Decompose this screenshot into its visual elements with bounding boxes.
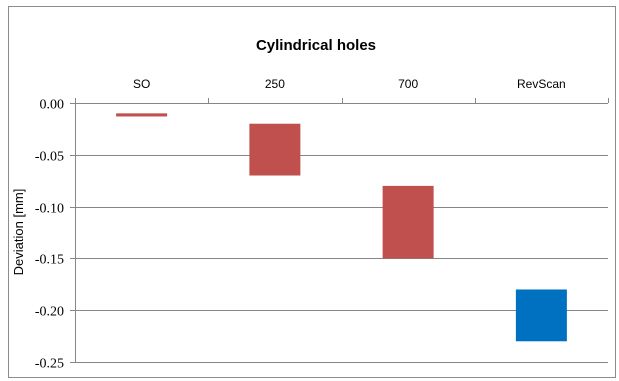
category-label: SO [133,77,150,91]
category-label: 250 [265,77,285,91]
y-tick-label: -0.15 [35,253,64,268]
bar-250 [249,123,301,176]
category-label: 700 [398,77,418,91]
chart-title: Cylindrical holes [256,37,376,54]
category-label: RevScan [517,77,566,91]
bar-700 [382,185,434,259]
y-tick-label: -0.05 [35,150,64,165]
y-tick-label: -0.25 [35,357,64,372]
gridlines [75,103,608,363]
y-tick-label: -0.20 [35,305,64,320]
tick-labels: 0.00 -0.05 -0.10 -0.15 -0.20 -0.25 SO 250 700 Rev… [35,77,566,372]
bar-revscan [515,289,567,342]
axes [70,98,609,363]
y-tick-label: 0.00 [40,98,65,113]
bar-so [116,113,168,117]
bars [116,113,567,342]
chart-frame [8,6,616,378]
y-axis-label: Deviation [mm] [11,189,26,276]
y-tick-label: -0.10 [35,202,64,217]
